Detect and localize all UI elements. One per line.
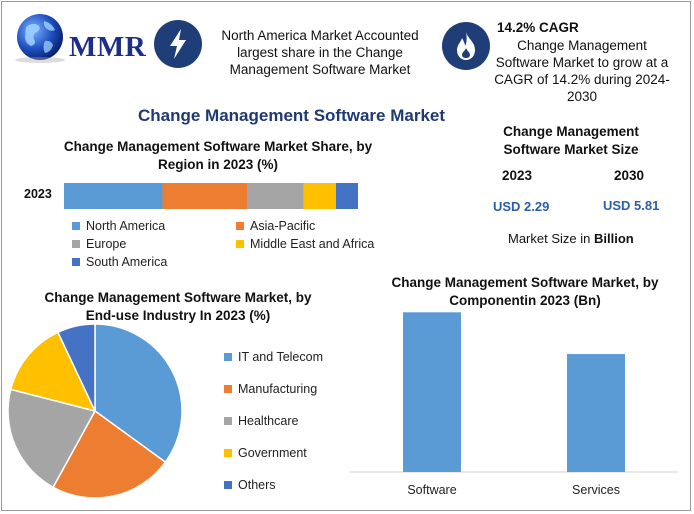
market-size-value-2030: USD 5.81	[603, 198, 660, 213]
legend-middle-east-africa: Middle East and Africa	[236, 237, 374, 251]
region-bar-segment-europe	[247, 183, 304, 209]
region-bar-segment-middle-east-and-africa	[303, 183, 336, 209]
logo-text: MMR	[69, 31, 147, 63]
region-stacked-bar	[64, 183, 358, 209]
region-category-label: 2023	[24, 187, 52, 201]
market-size-value-2023: USD 2.29	[493, 199, 550, 214]
legend-swatch	[224, 480, 232, 489]
legend-label: Asia-Pacific	[250, 219, 316, 233]
legend-label: Government	[238, 446, 307, 460]
market-size-unit-prefix: Market Size in	[508, 231, 594, 246]
market-size-unit-note: Market Size in Billion	[508, 231, 634, 246]
region-bar-segment-south-america	[335, 183, 358, 209]
legend-asia-pacific: Asia-Pacific	[236, 219, 315, 233]
main-title: Change Management Software Market	[138, 106, 446, 125]
bar-software	[403, 312, 461, 472]
region-bar-segment-asia-pacific	[162, 183, 248, 209]
pie-slice-healthcare	[7, 388, 97, 489]
legend-others: Others	[224, 478, 276, 492]
legend-healthcare: Healthcare	[224, 414, 298, 428]
cagr-title: 14.2% CAGR	[497, 20, 579, 35]
legend-label: Manufacturing	[238, 382, 318, 396]
pie-slice-manufacturing	[52, 409, 167, 499]
legend-south-america: South America	[72, 255, 167, 269]
region-chart-title: Change Management Software Market Share,…	[63, 139, 373, 172]
legend-swatch	[224, 448, 232, 457]
cagr-note: Change Management Software Market to gro…	[494, 38, 670, 104]
lightning-badge	[154, 20, 202, 68]
legend-label: IT and Telecom	[238, 350, 324, 364]
bar-services	[567, 354, 625, 472]
legend-label: South America	[86, 255, 168, 269]
north-america-note: North America Market Accounted largest s…	[221, 28, 419, 77]
legend-swatch	[72, 257, 80, 266]
legend-label: Others	[238, 478, 276, 492]
legend-swatch	[224, 352, 232, 361]
pie-slice-it-and-telecom	[94, 323, 183, 464]
legend-it-telecom: IT and Telecom	[224, 350, 323, 364]
legend-manufacturing: Manufacturing	[224, 382, 317, 396]
legend-swatch	[236, 221, 244, 230]
legend-label: Healthcare	[238, 414, 299, 428]
pie-slice-government	[9, 331, 97, 413]
legend-label: Middle East and Africa	[250, 237, 375, 251]
pie-slice-others	[56, 323, 96, 412]
globe-icon	[15, 14, 65, 63]
legend-government: Government	[224, 446, 307, 460]
legend-swatch	[72, 239, 80, 248]
region-bar-segment-north-america	[64, 183, 163, 209]
industry-pie-chart	[7, 323, 183, 499]
market-size-unit-bold: Billion	[593, 231, 634, 246]
component-bar-chart: Software Services	[350, 312, 678, 497]
legend-swatch	[72, 221, 80, 230]
market-size-year-2023: 2023	[502, 168, 533, 183]
industry-chart-title: Change Management Software Market, by En…	[44, 290, 312, 323]
legend-label: North America	[86, 219, 166, 233]
legend-label: Europe	[86, 237, 127, 251]
legend-swatch	[224, 384, 232, 393]
legend-north-america: North America	[72, 219, 165, 233]
x-tick-label-services: Services	[572, 483, 620, 497]
legend-swatch	[224, 416, 232, 425]
flame-icon	[457, 32, 475, 60]
market-size-year-2030: 2030	[614, 168, 645, 183]
component-chart-title: Change Management Software Market, by Co…	[391, 275, 659, 308]
legend-europe: Europe	[72, 237, 126, 251]
x-tick-label-software: Software	[407, 483, 456, 497]
market-size-title: Change Management Software Market Size	[503, 124, 639, 157]
legend-swatch	[236, 239, 244, 248]
lightning-icon	[170, 29, 186, 59]
logo: MMR	[12, 8, 146, 66]
flame-badge	[442, 22, 490, 70]
